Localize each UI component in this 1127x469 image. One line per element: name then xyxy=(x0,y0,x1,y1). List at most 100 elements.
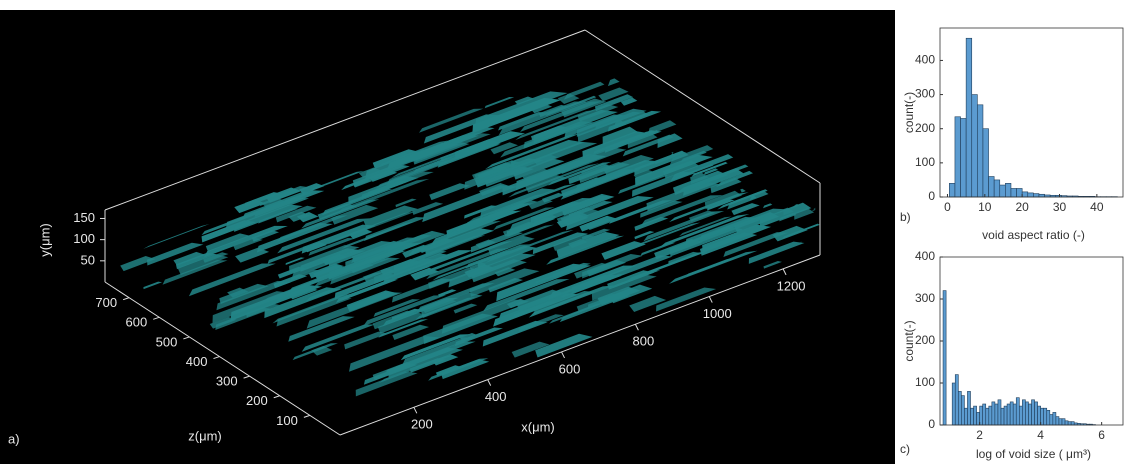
z-tick-label: 400 xyxy=(186,354,208,369)
histogram-bar xyxy=(943,291,946,425)
y-tick-label: 400 xyxy=(915,53,935,67)
histogram-bar xyxy=(1022,400,1025,425)
y-tick-label: 100 xyxy=(915,155,935,169)
z-tick-label: 600 xyxy=(126,315,148,330)
x-tick-label: 30 xyxy=(1053,200,1067,214)
histogram-bar xyxy=(1056,417,1059,425)
panel-label: b) xyxy=(900,210,911,224)
x-tick-label: 2 xyxy=(976,428,983,442)
histogram-bar xyxy=(1013,404,1016,425)
x-axis-label: void aspect ratio (-) xyxy=(982,228,1085,242)
histogram-bar xyxy=(1065,421,1068,425)
x-tick-label: 1200 xyxy=(777,278,806,293)
y-tick-label: 150 xyxy=(73,210,95,225)
z-tick-label: 300 xyxy=(216,374,238,389)
histogram-bar xyxy=(974,406,977,425)
histogram-bar xyxy=(1044,408,1047,425)
histogram-bar xyxy=(955,117,961,197)
histogram-bar xyxy=(995,404,998,425)
histogram-bar xyxy=(983,404,986,425)
histogram-bar xyxy=(994,180,1000,197)
histogram-bar xyxy=(972,95,978,197)
histogram-bar xyxy=(1047,410,1050,425)
y-tick-label: 0 xyxy=(928,189,935,203)
histogram-bar xyxy=(1025,402,1028,425)
histogram-bar xyxy=(1071,422,1074,425)
y-tick-label: 300 xyxy=(915,87,935,101)
histogram-bar xyxy=(964,408,967,425)
histogram-bar xyxy=(1028,404,1031,425)
histogram-bar xyxy=(1007,404,1010,425)
x-tick-label: 40 xyxy=(1090,200,1104,214)
histogram-bar xyxy=(1062,419,1065,425)
histogram-bar xyxy=(1016,398,1019,425)
histogram-bar xyxy=(1004,406,1007,425)
panel-label: a) xyxy=(8,431,20,446)
histogram-bar xyxy=(1035,402,1038,425)
y-axis-label: count(-) xyxy=(902,92,916,133)
x-tick-label: 200 xyxy=(411,417,433,432)
histogram-bar xyxy=(1011,188,1017,197)
histogram-bar xyxy=(952,383,955,425)
panel-c: 0 100 200 300 400 2 4 6 log of void size ( μm³) c… xyxy=(900,249,1123,461)
z-tick-label: 500 xyxy=(156,334,178,349)
y-tick-label: 50 xyxy=(81,252,95,267)
histogram-bar xyxy=(961,396,964,425)
z-tick-label: 200 xyxy=(246,393,268,408)
histogram-bar xyxy=(1028,193,1034,197)
x-tick-label: 400 xyxy=(485,389,507,404)
histogram-bar xyxy=(1022,192,1028,197)
histogram-bar xyxy=(983,129,989,197)
y-tick-label: 0 xyxy=(928,417,935,431)
panel-b: 0 100 200 300 400 0 10 20 30 40 void aspect ratio … xyxy=(900,28,1123,242)
histogram-bar xyxy=(949,183,955,197)
x-tick-label: 6 xyxy=(1098,428,1105,442)
histogram-bar xyxy=(1001,408,1004,425)
y-tick-label: 100 xyxy=(915,375,935,389)
y-tick-label: 200 xyxy=(915,333,935,347)
z-tick-label: 100 xyxy=(276,413,298,428)
histogram-bar xyxy=(955,375,958,425)
histogram-bar xyxy=(1033,194,1039,197)
y-axis-label: y(μm) xyxy=(37,223,52,256)
histogram-bar xyxy=(977,105,983,197)
y-tick-label: 300 xyxy=(915,291,935,305)
x-tick-label: 600 xyxy=(559,361,581,376)
x-tick-label: 0 xyxy=(944,200,951,214)
x-axis-label: x(μm) xyxy=(521,419,554,434)
histogram-bar xyxy=(1010,402,1013,425)
histogram-bar xyxy=(1019,406,1022,425)
x-axis-label: log of void size ( μm³) xyxy=(976,447,1091,461)
histogram-bar xyxy=(1050,415,1053,426)
histogram-bar xyxy=(1039,194,1045,197)
y-tick-label: 100 xyxy=(73,231,95,246)
figure: 2004006008001000120010020030040050060070… xyxy=(0,0,1127,464)
histogram-bar xyxy=(1000,185,1006,197)
histogram-bar xyxy=(1032,400,1035,425)
histogram-bar xyxy=(1053,412,1056,425)
y-tick-label: 400 xyxy=(915,249,935,263)
histogram-bar xyxy=(1005,183,1011,197)
x-tick-label: 20 xyxy=(1015,200,1029,214)
histogram-bar xyxy=(966,38,972,197)
x-tick-label: 10 xyxy=(978,200,992,214)
y-tick-label: 200 xyxy=(915,121,935,135)
histogram-bar xyxy=(986,408,989,425)
histogram-bar xyxy=(992,402,995,425)
x-tick-label: 800 xyxy=(633,334,655,349)
histogram-bar xyxy=(1068,422,1071,425)
x-tick-label: 1000 xyxy=(703,306,732,321)
histogram-bar xyxy=(958,391,961,425)
histogram-bar xyxy=(989,177,995,197)
z-tick-label: 700 xyxy=(95,295,117,310)
z-axis-label: z(μm) xyxy=(188,428,221,443)
y-axis-label: count(-) xyxy=(902,320,916,361)
panel-label: c) xyxy=(900,442,910,456)
histogram-bar xyxy=(967,391,970,425)
histogram-bar xyxy=(971,408,974,425)
histogram-bar xyxy=(1017,188,1023,197)
x-tick-label: 4 xyxy=(1037,428,1044,442)
histogram-bar xyxy=(961,118,967,197)
histogram-bar xyxy=(1059,419,1062,425)
histogram-bar xyxy=(989,406,992,425)
